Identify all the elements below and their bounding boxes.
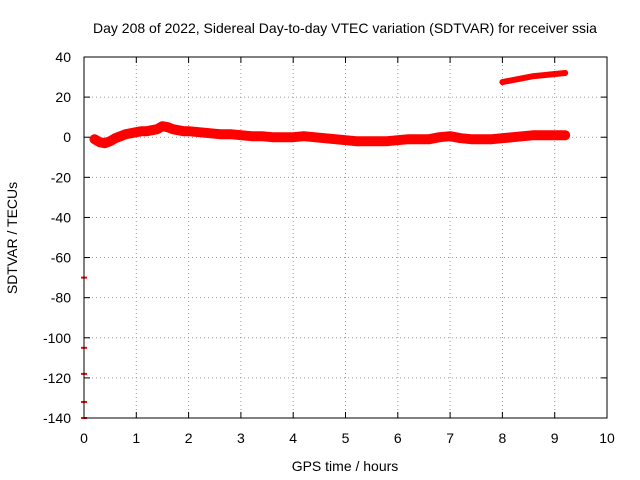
series-upper-point — [510, 78, 515, 83]
series-main-point — [97, 140, 102, 145]
series-main-point — [176, 128, 181, 133]
series-main-point — [427, 137, 432, 142]
y-tick-label: 0 — [63, 129, 71, 145]
series-main-point — [333, 137, 337, 142]
series-main-point — [552, 133, 557, 138]
series-main-point — [448, 134, 453, 139]
series-main-point — [458, 136, 463, 141]
series-upper-point — [500, 80, 505, 85]
series-main-point — [249, 134, 254, 139]
series-main-point — [374, 139, 379, 144]
series-main-point — [354, 139, 358, 144]
series-main-point — [102, 141, 107, 146]
series-main-point — [186, 129, 191, 134]
series-main-point — [542, 133, 547, 138]
series-main-point — [364, 139, 369, 144]
series-main-point — [207, 131, 212, 136]
series-main-point — [123, 132, 128, 137]
series-main-point — [385, 139, 390, 144]
series-main-point — [521, 134, 526, 139]
series-main-point — [437, 135, 442, 140]
x-axis-tick-labels: 0 1 2 3 4 5 6 7 8 9 10 — [80, 430, 615, 446]
series-upper-point — [531, 74, 536, 79]
x-tick-label: 2 — [185, 430, 193, 446]
series-main-point — [270, 135, 275, 140]
series-main-point — [238, 133, 243, 138]
series-main-point — [469, 137, 473, 142]
grid-lines — [84, 57, 607, 418]
series-main-point — [108, 139, 113, 144]
series-main-point — [160, 124, 165, 129]
series-main-point — [322, 136, 327, 141]
y-tick-label: -80 — [51, 290, 71, 306]
x-tick-label: 1 — [132, 430, 140, 446]
series-main-point — [479, 137, 484, 142]
x-tick-label: 3 — [237, 430, 245, 446]
series-main-point — [228, 132, 233, 137]
series-main-point — [343, 138, 348, 143]
series-main-point — [170, 127, 175, 132]
series-main-point — [118, 134, 123, 139]
y-tick-label: -100 — [43, 330, 71, 346]
series-main-point — [218, 132, 222, 137]
series-main-point — [406, 137, 411, 142]
x-tick-label: 10 — [599, 430, 615, 446]
series-main-point — [395, 138, 400, 143]
x-tick-label: 6 — [394, 430, 402, 446]
series-main-point — [489, 137, 494, 142]
x-axis-label: GPS time / hours — [292, 458, 399, 474]
y-tick-label: -40 — [51, 209, 71, 225]
series-main-point — [181, 129, 186, 134]
series-upper-point — [521, 76, 526, 81]
series-upper-point — [563, 71, 568, 75]
series-main-point — [312, 135, 317, 140]
series-main-point — [531, 133, 536, 138]
chart-title: Day 208 of 2022, Sidereal Day-to-day VTE… — [93, 20, 597, 36]
series-main-point — [301, 134, 306, 139]
series-main-point — [165, 125, 170, 130]
x-tick-label: 8 — [499, 430, 507, 446]
series-main-point — [259, 134, 264, 139]
y-tick-label: 20 — [55, 89, 71, 105]
series-main-point — [416, 137, 421, 142]
y-tick-label: -60 — [51, 250, 71, 266]
series-main-point — [510, 135, 515, 140]
series-main-point — [150, 128, 154, 133]
x-tick-label: 0 — [80, 430, 88, 446]
series-main-point — [563, 133, 568, 138]
series-main-point — [113, 136, 118, 141]
x-tick-label: 4 — [289, 430, 297, 446]
y-tick-label: 40 — [55, 49, 71, 65]
series-main-point — [197, 130, 202, 135]
series-upper-point — [542, 73, 547, 78]
x-tick-label: 5 — [342, 430, 350, 446]
series-main-point — [144, 129, 149, 134]
series-main-point — [134, 130, 139, 135]
series-main-point — [129, 131, 134, 136]
series-main-point — [291, 135, 296, 140]
y-tick-label: -120 — [43, 370, 71, 386]
x-tick-label: 9 — [551, 430, 559, 446]
series-main-point — [139, 129, 144, 134]
series-main-point — [280, 135, 285, 140]
series-upper-point — [552, 72, 557, 76]
y-tick-label: -20 — [51, 169, 71, 185]
y-axis-tick-labels: 40 20 0 -20 -40 -60 -80 -100 -120 -140 — [43, 49, 71, 426]
series-main-point — [500, 136, 505, 141]
y-tick-label: -140 — [43, 410, 71, 426]
series-main-point — [92, 137, 97, 142]
y-axis-label: SDTVAR / TECUs — [4, 182, 20, 294]
series-main-point — [155, 127, 160, 132]
x-tick-label: 7 — [446, 430, 454, 446]
tick-marks — [83, 56, 608, 419]
